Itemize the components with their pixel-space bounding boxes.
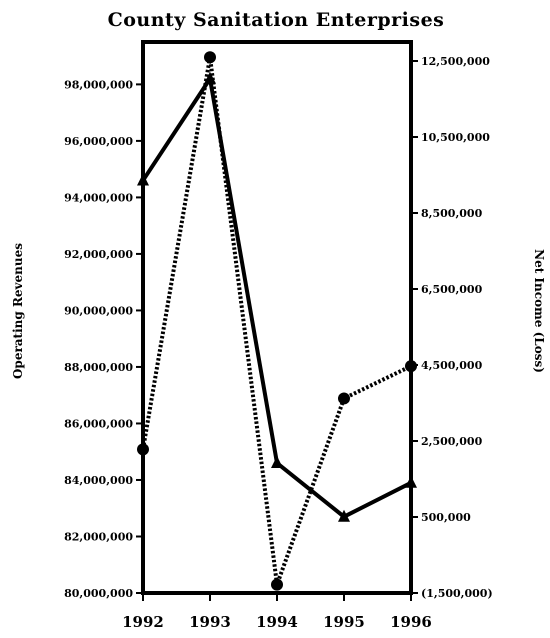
right-tick-label: 10,500,000 [421,131,490,144]
triangle-marker [137,173,149,186]
left-tick-label: 82,000,000 [64,530,133,543]
x-axis: 1992 1993 1994 1995 1996 [122,593,432,631]
x-tick-label: 1996 [390,613,432,631]
triangle-marker [338,509,350,522]
right-tick-label: 12,500,000 [421,55,490,68]
circle-marker [137,443,149,456]
left-tick-label: 86,000,000 [64,417,133,430]
left-tick-label: 84,000,000 [64,474,133,487]
left-axis: 80,000,000 82,000,000 84,000,000 86,000,000… [64,78,143,600]
triangle-marker [271,456,283,469]
left-tick-label: 90,000,000 [64,304,133,317]
right-tick-label: (1,500,000) [421,587,493,600]
right-tick-label: 4,500,000 [421,359,483,372]
triangle-marker [405,475,417,488]
circle-marker [405,360,417,373]
left-axis-label: Operating Revenues [11,243,25,379]
dotted-series-line [141,56,412,586]
right-tick-label: 500,000 [421,511,471,524]
chart-title: County Sanitation Enterprises [108,9,445,31]
right-axis-label: Net Income (Loss) [532,249,546,373]
circle-marker [271,578,283,591]
right-axis: (1,500,000) 500,000 2,500,000 4,500,000 6,50… [411,55,493,600]
left-tick-label: 88,000,000 [64,361,133,374]
solid-series-line [141,73,412,520]
right-tick-label: 2,500,000 [421,435,483,448]
right-tick-label: 8,500,000 [421,207,483,220]
x-tick-label: 1992 [122,613,164,631]
series-layer [137,51,417,591]
plot-frame [141,40,413,595]
left-tick-label: 98,000,000 [64,78,133,91]
right-tick-label: 6,500,000 [421,283,483,296]
x-tick-label: 1995 [323,613,365,631]
left-tick-label: 92,000,000 [64,248,133,261]
circle-marker [204,51,216,64]
x-tick-label: 1994 [256,613,298,631]
left-tick-label: 80,000,000 [64,587,133,600]
left-tick-label: 94,000,000 [64,191,133,204]
left-tick-label: 96,000,000 [64,135,133,148]
circle-marker [338,392,350,405]
x-tick-label: 1993 [189,613,231,631]
